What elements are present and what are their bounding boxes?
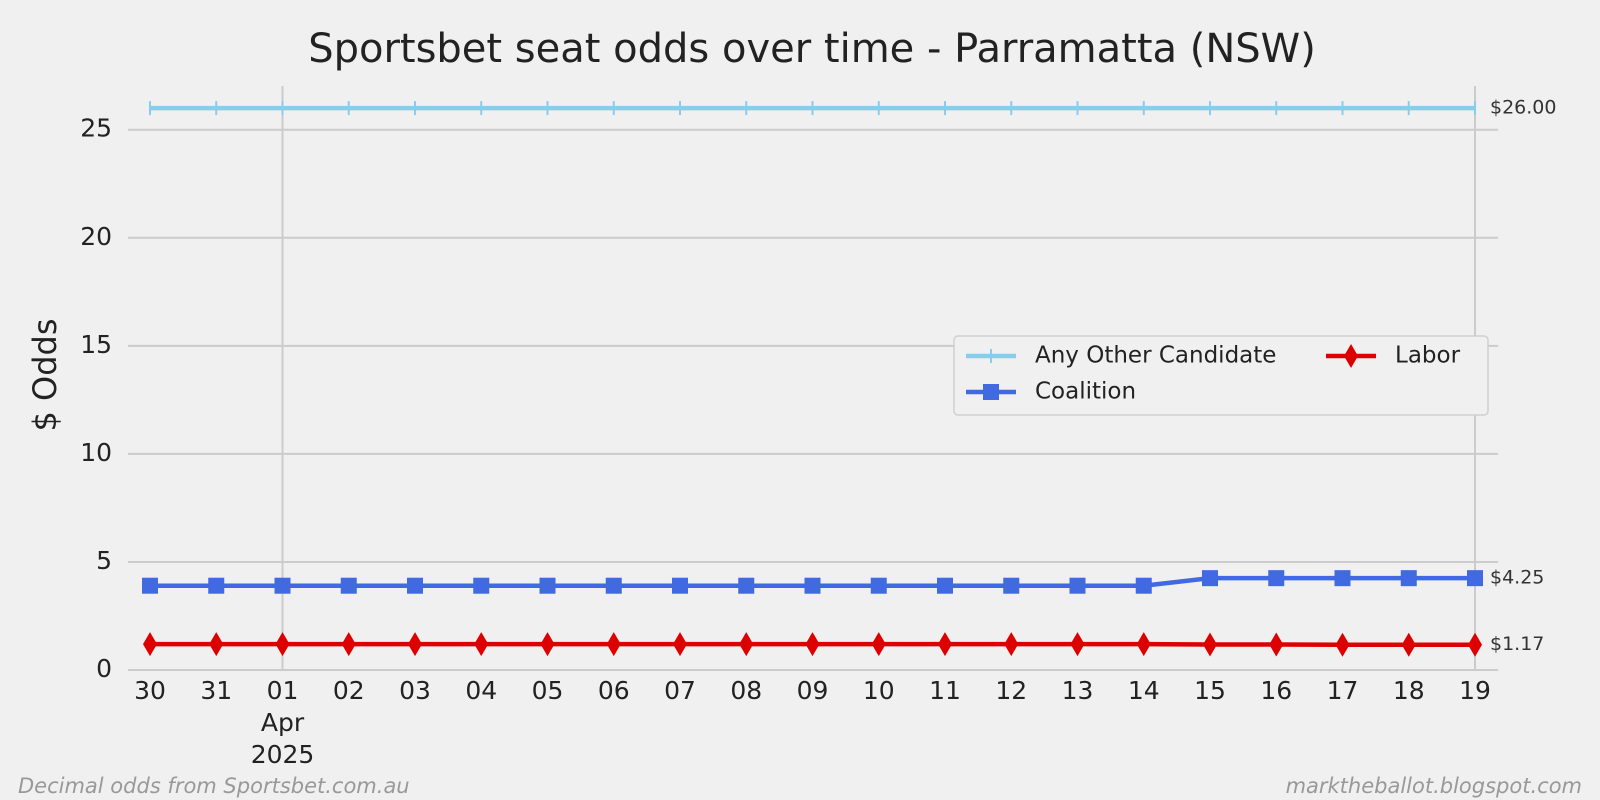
marker xyxy=(1467,570,1483,587)
x-tick-label: 30 xyxy=(134,676,166,705)
y-axis-label: $ Odds xyxy=(26,318,64,431)
marker xyxy=(1400,570,1417,587)
marker xyxy=(1344,344,1358,368)
footer-source: Decimal odds from Sportsbet.com.au xyxy=(18,774,410,798)
marker xyxy=(738,577,755,594)
marker xyxy=(805,632,820,657)
x-tick-label: 16 xyxy=(1260,676,1292,705)
chart-title: Sportsbet seat odds over time - Parramat… xyxy=(308,26,1316,72)
marker xyxy=(340,577,357,594)
marker xyxy=(209,632,224,657)
x-tick-label: 13 xyxy=(1062,676,1094,705)
y-tick-label: 15 xyxy=(80,330,112,359)
x-tick-label: 17 xyxy=(1327,676,1359,705)
marker xyxy=(1069,577,1086,594)
marker xyxy=(1203,632,1217,657)
x-tick-label: 14 xyxy=(1128,676,1160,705)
x-sublabel: 2025 xyxy=(251,740,315,769)
marker xyxy=(605,577,622,594)
x-tick-label: 18 xyxy=(1393,676,1425,705)
footer-site: marktheballot.blogspot.com xyxy=(1286,774,1582,798)
marker xyxy=(474,632,489,657)
marker xyxy=(672,577,688,594)
marker xyxy=(937,577,953,594)
marker xyxy=(938,632,952,657)
marker xyxy=(539,577,556,594)
marker xyxy=(1468,632,1482,657)
x-tick-label: 15 xyxy=(1194,676,1226,705)
y-tick-label: 5 xyxy=(96,546,112,575)
marker xyxy=(275,632,290,657)
marker xyxy=(1202,570,1218,587)
y-tick-label: 0 xyxy=(96,654,112,683)
y-tick-label: 20 xyxy=(80,222,112,251)
marker xyxy=(540,632,555,657)
marker xyxy=(408,632,422,657)
x-tick-label: 07 xyxy=(664,676,696,705)
x-tick-label: 09 xyxy=(797,676,829,705)
marker xyxy=(208,577,225,594)
marker xyxy=(143,632,157,657)
x-tick-label: 02 xyxy=(333,676,365,705)
x-sublabel: Apr xyxy=(261,708,305,737)
marker xyxy=(1136,632,1151,657)
legend-label: Labor xyxy=(1395,343,1461,369)
x-tick-label: 05 xyxy=(532,676,564,705)
x-tick-label: 06 xyxy=(598,676,630,705)
x-tick-label: 11 xyxy=(929,676,961,705)
marker xyxy=(1269,632,1284,657)
marker xyxy=(1135,577,1152,594)
end-label: $1.17 xyxy=(1490,633,1544,655)
end-label: $4.25 xyxy=(1490,567,1544,589)
marker xyxy=(983,384,999,400)
x-tick-label: 01 xyxy=(267,676,299,705)
x-tick-label: 12 xyxy=(995,676,1027,705)
marker xyxy=(871,632,886,657)
y-tick-label: 10 xyxy=(80,438,112,467)
marker xyxy=(1004,632,1019,657)
y-tick-label: 25 xyxy=(80,114,112,143)
legend: Any Other Candidate Coalition Labor xyxy=(953,335,1489,416)
marker xyxy=(1003,577,1020,594)
marker xyxy=(1070,632,1085,657)
marker xyxy=(1268,570,1285,587)
marker xyxy=(407,577,423,594)
marker xyxy=(341,632,356,657)
marker xyxy=(739,632,754,657)
marker xyxy=(473,577,490,594)
marker xyxy=(1335,632,1350,657)
marker xyxy=(1334,570,1351,587)
x-tick-label: 10 xyxy=(863,676,895,705)
marker xyxy=(274,577,291,594)
marker xyxy=(673,632,687,657)
marker xyxy=(1401,632,1416,657)
x-tick-label: 08 xyxy=(730,676,762,705)
legend-label: Coalition xyxy=(1035,379,1136,405)
legend-label: Any Other Candidate xyxy=(1035,343,1276,369)
marker xyxy=(142,577,158,594)
marker xyxy=(804,577,821,594)
marker xyxy=(606,632,621,657)
x-tick-label: 31 xyxy=(200,676,232,705)
x-tick-label: 19 xyxy=(1459,676,1491,705)
x-tick-label: 03 xyxy=(399,676,431,705)
end-label: $26.00 xyxy=(1490,97,1556,119)
x-tick-label: 04 xyxy=(465,676,497,705)
marker xyxy=(870,577,887,594)
